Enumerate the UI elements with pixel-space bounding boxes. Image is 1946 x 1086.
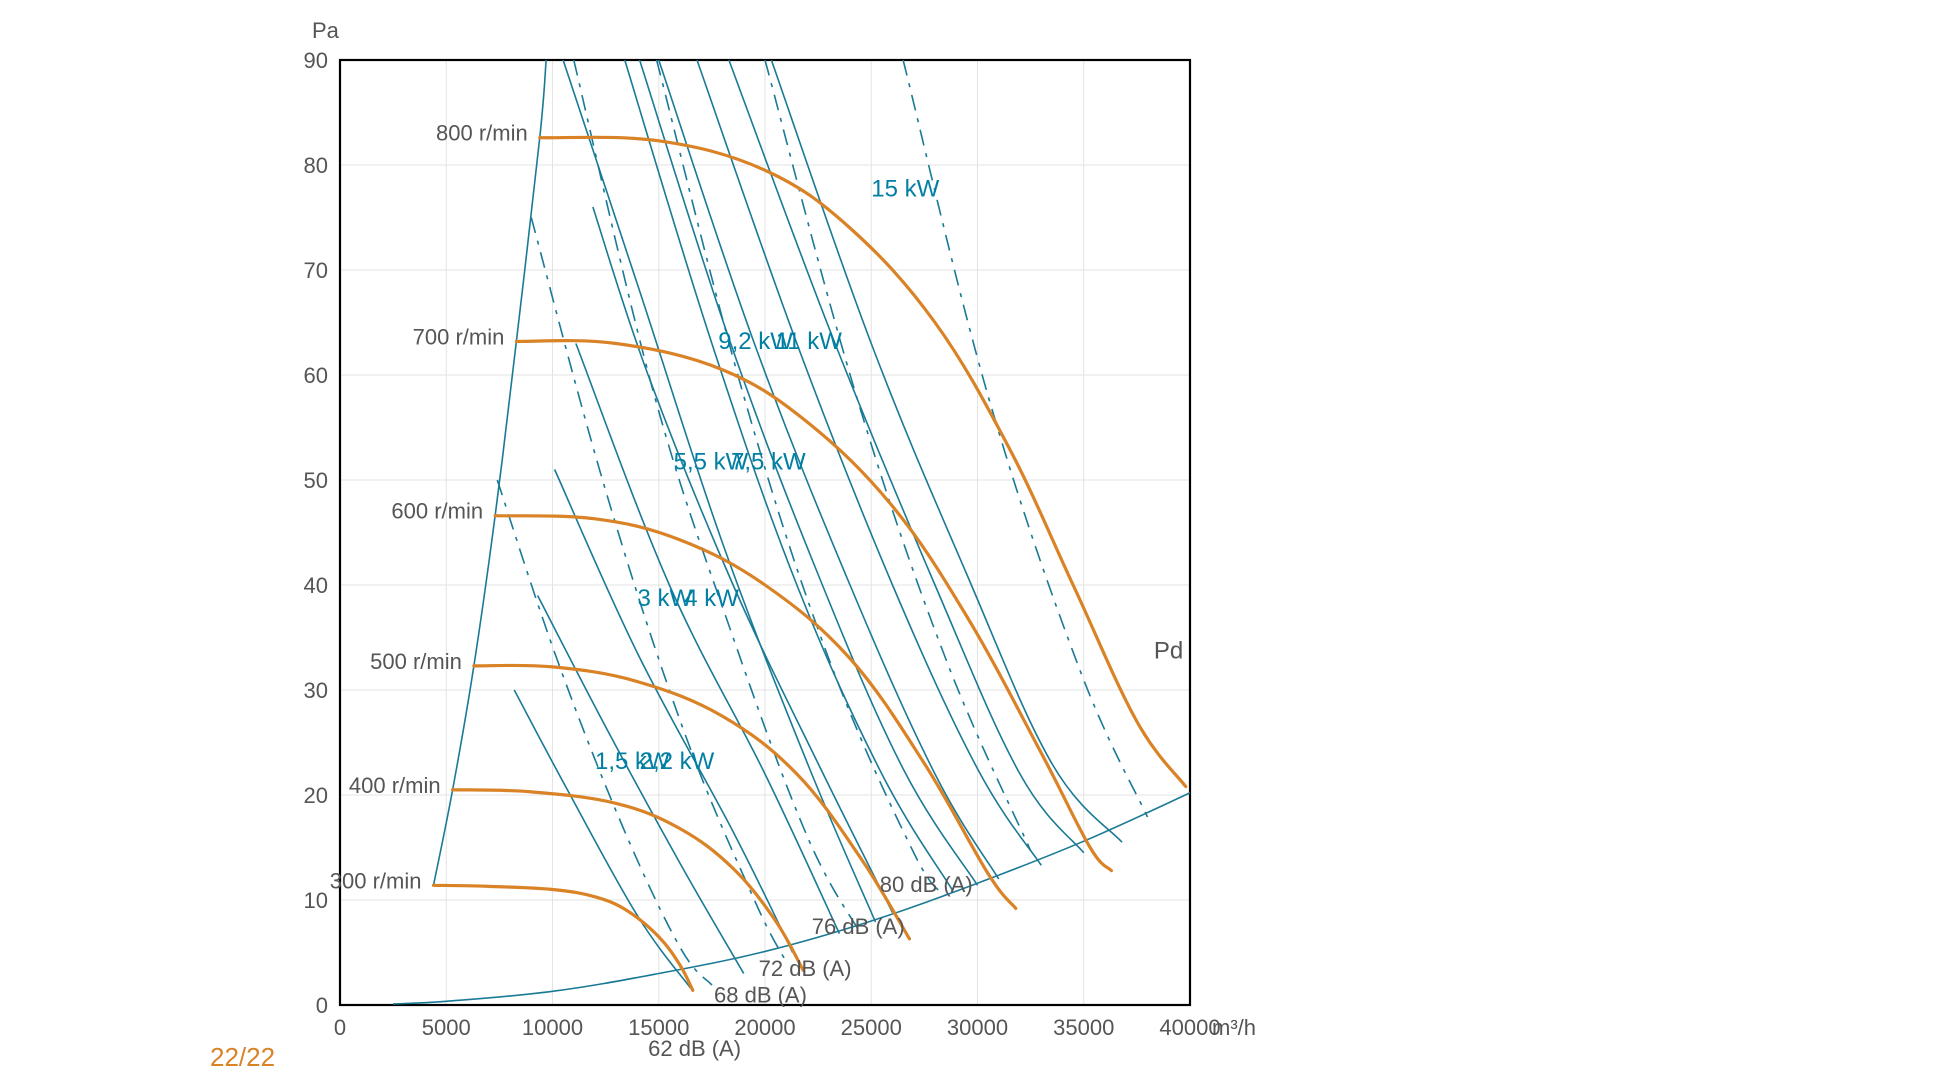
y-axis-unit: Pa bbox=[312, 18, 340, 43]
rpm-label: 500 r/min bbox=[370, 649, 462, 674]
db-line bbox=[903, 60, 1147, 817]
rpm-label: 700 r/min bbox=[413, 324, 505, 349]
x-tick-label: 5000 bbox=[422, 1015, 471, 1040]
db-label: 80 dB (A) bbox=[880, 872, 973, 897]
x-tick-label: 0 bbox=[334, 1015, 346, 1040]
kw-intermediate-line bbox=[563, 60, 875, 922]
y-tick-label: 70 bbox=[304, 258, 328, 283]
x-tick-label: 35000 bbox=[1053, 1015, 1114, 1040]
db-label: 72 dB (A) bbox=[759, 956, 852, 981]
y-tick-label: 30 bbox=[304, 678, 328, 703]
kw-label: 7,5 kW bbox=[731, 449, 806, 476]
rpm-label: 800 r/min bbox=[436, 121, 528, 146]
y-tick-label: 20 bbox=[304, 783, 328, 808]
x-tick-label: 10000 bbox=[522, 1015, 583, 1040]
y-tick-label: 60 bbox=[304, 363, 328, 388]
x-axis-unit: m³/h bbox=[1212, 1015, 1256, 1040]
kw-label: 4 kW bbox=[684, 585, 739, 612]
kw-label: 2,2 kW bbox=[640, 748, 715, 775]
db-label: 68 dB (A) bbox=[714, 982, 807, 1007]
kw-label: 11 kW bbox=[776, 328, 843, 355]
rpm-curve bbox=[474, 665, 910, 938]
system-boundary bbox=[434, 60, 547, 885]
page-number: 22/22 bbox=[210, 1042, 275, 1072]
x-tick-label: 20000 bbox=[734, 1015, 795, 1040]
kw-line bbox=[555, 470, 793, 953]
db-label: 62 dB (A) bbox=[648, 1036, 741, 1061]
kw-label: 15 kW bbox=[871, 176, 939, 203]
x-tick-label: 25000 bbox=[841, 1015, 902, 1040]
y-tick-label: 10 bbox=[304, 888, 328, 913]
kw-line bbox=[771, 60, 1122, 842]
pd-label: Pd bbox=[1154, 638, 1183, 665]
y-tick-label: 50 bbox=[304, 468, 328, 493]
rpm-label: 300 r/min bbox=[330, 868, 422, 893]
y-tick-label: 80 bbox=[304, 153, 328, 178]
rpm-label: 400 r/min bbox=[349, 773, 441, 798]
kw-line bbox=[538, 596, 744, 974]
rpm-label: 600 r/min bbox=[391, 499, 483, 524]
rpm-curve bbox=[495, 516, 1016, 909]
y-tick-label: 90 bbox=[304, 48, 328, 73]
rpm-curve bbox=[453, 790, 804, 971]
y-tick-label: 40 bbox=[304, 573, 328, 598]
y-tick-label: 0 bbox=[316, 993, 328, 1018]
db-label: 76 dB (A) bbox=[812, 914, 905, 939]
x-tick-label: 30000 bbox=[947, 1015, 1008, 1040]
rpm-curve bbox=[540, 137, 1186, 786]
fan-performance-chart: 0500010000150002000025000300003500040000… bbox=[0, 0, 1946, 1086]
